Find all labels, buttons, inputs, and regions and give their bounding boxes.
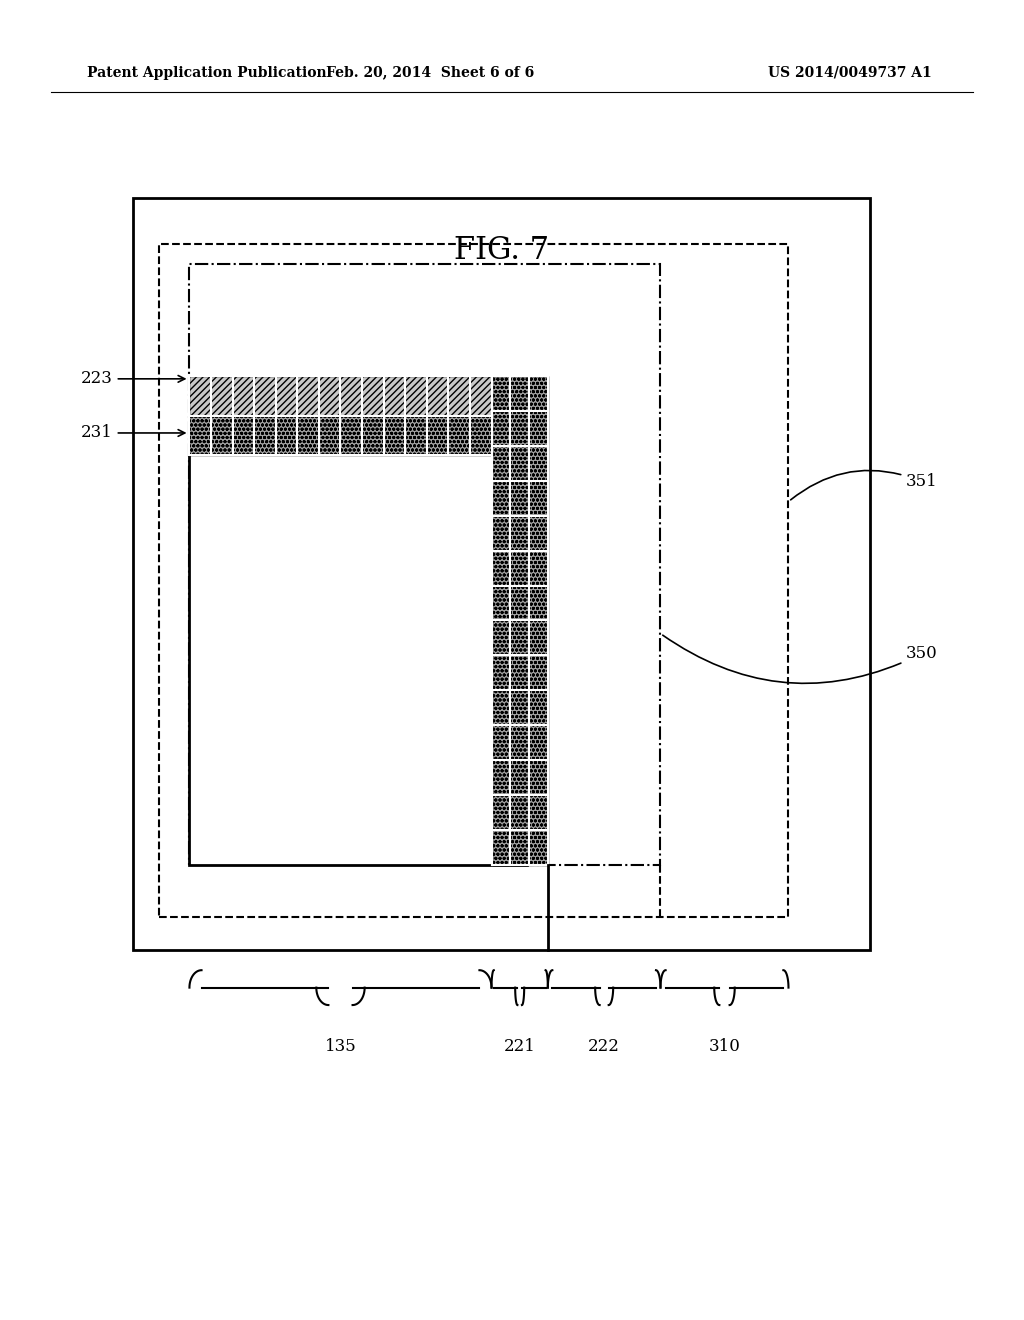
Bar <box>189 416 492 455</box>
Text: 223: 223 <box>81 371 184 387</box>
Bar <box>189 264 660 865</box>
Bar <box>492 376 548 865</box>
Text: 310: 310 <box>709 1038 740 1055</box>
Text: 135: 135 <box>325 1038 356 1055</box>
Text: Patent Application Publication: Patent Application Publication <box>87 66 327 79</box>
Text: 221: 221 <box>504 1038 536 1055</box>
Text: Feb. 20, 2014  Sheet 6 of 6: Feb. 20, 2014 Sheet 6 of 6 <box>326 66 535 79</box>
Bar <box>133 198 870 950</box>
Text: 231: 231 <box>81 425 184 441</box>
Text: 351: 351 <box>791 470 938 500</box>
Bar <box>189 376 527 865</box>
Text: US 2014/0049737 A1: US 2014/0049737 A1 <box>768 66 932 79</box>
Text: 350: 350 <box>663 635 938 684</box>
Text: 222: 222 <box>588 1038 621 1055</box>
Bar <box>159 244 788 917</box>
Bar <box>189 376 492 416</box>
Text: FIG. 7: FIG. 7 <box>455 235 549 267</box>
